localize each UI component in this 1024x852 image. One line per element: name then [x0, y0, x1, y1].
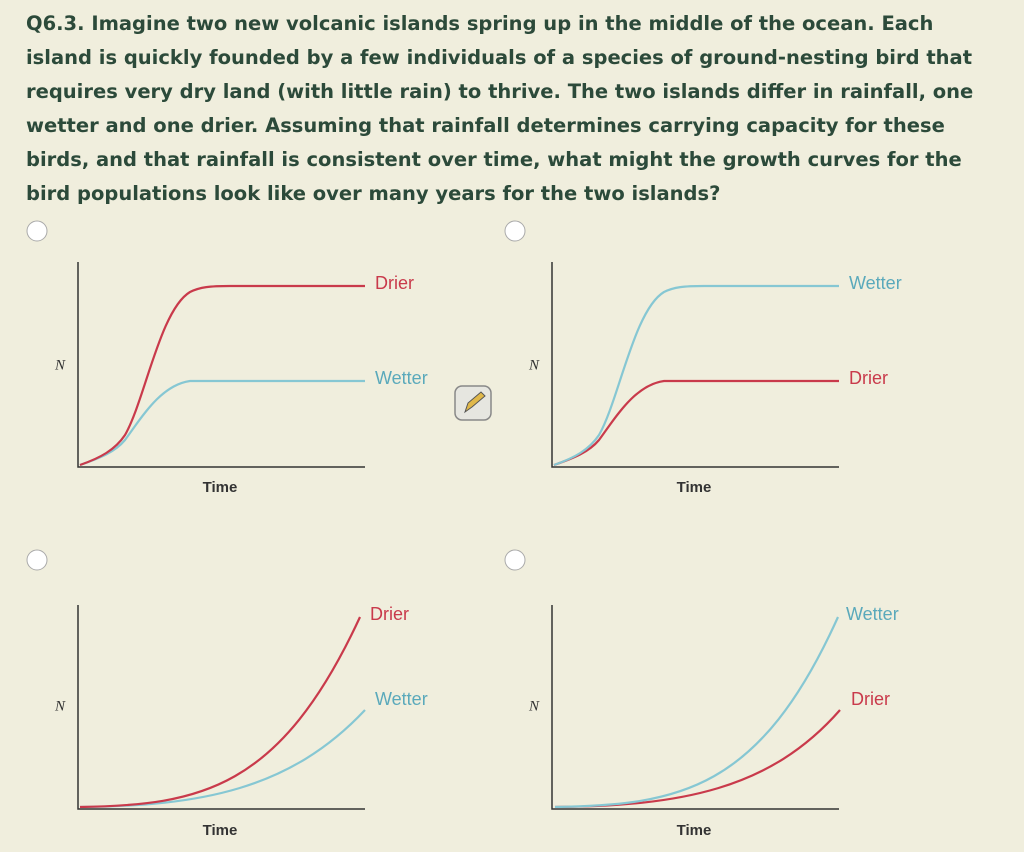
y-axis-label: N: [54, 357, 66, 373]
axes: [77, 605, 365, 810]
radio-button[interactable]: [26, 220, 48, 242]
x-axis-label: Time: [203, 822, 238, 839]
question-text: Q6.3. Imagine two new volcanic islands s…: [26, 12, 974, 205]
option: Drier Wetter N Time: [26, 549, 428, 839]
axes: [551, 262, 839, 468]
y-axis-label: N: [528, 698, 540, 714]
curve-wetter: [553, 284, 839, 467]
curve-drier: [79, 616, 361, 809]
y-axis-label: N: [54, 698, 66, 714]
option: Wetter Drier N Time: [504, 549, 899, 839]
radio-button[interactable]: [504, 549, 526, 571]
curve-drier: [79, 284, 365, 467]
curve-wetter: [79, 709, 366, 809]
curve-label: Wetter: [849, 273, 902, 293]
curve-label: Drier: [851, 689, 890, 709]
edit-icon[interactable]: [454, 385, 492, 421]
radio-button[interactable]: [504, 220, 526, 242]
option: Drier Wetter N Time: [26, 220, 428, 496]
x-axis-label: Time: [677, 822, 712, 839]
option: Wetter Drier N Time: [504, 220, 902, 496]
curve-drier: [554, 709, 841, 809]
curve-label: Drier: [370, 604, 409, 624]
axes: [77, 262, 365, 468]
curve-drier: [553, 379, 839, 467]
curve-label: Drier: [375, 273, 414, 293]
curve-wetter: [79, 379, 365, 467]
radio-button[interactable]: [26, 549, 48, 571]
curve-label: Wetter: [846, 604, 899, 624]
x-axis-label: Time: [203, 479, 238, 496]
curve-label: Drier: [849, 368, 888, 388]
curve-label: Wetter: [375, 368, 428, 388]
curve-label: Wetter: [375, 689, 428, 709]
axes: [551, 605, 839, 810]
curve-wetter: [554, 616, 840, 809]
x-axis-label: Time: [677, 479, 712, 496]
y-axis-label: N: [528, 357, 540, 373]
